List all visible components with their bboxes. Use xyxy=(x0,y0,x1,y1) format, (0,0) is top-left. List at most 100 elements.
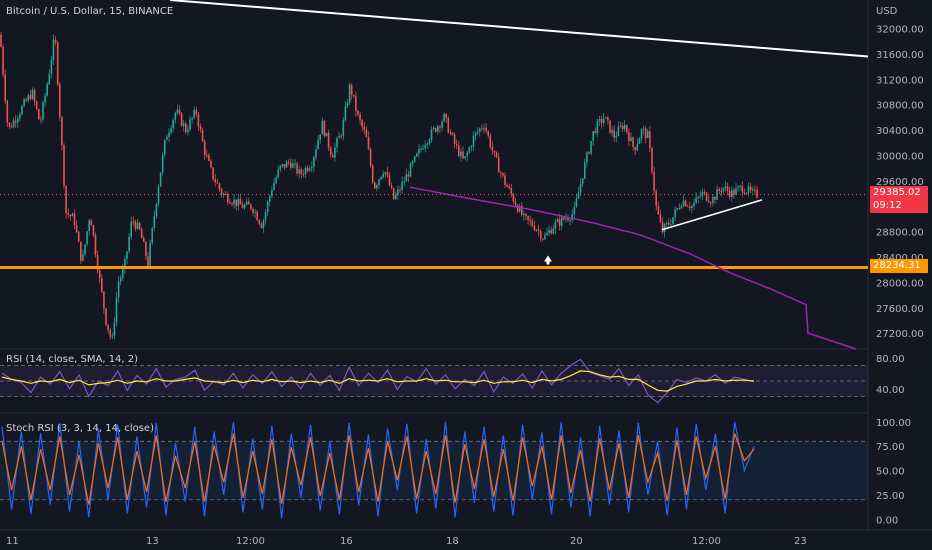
candle-body xyxy=(210,160,212,168)
candle-body xyxy=(422,148,424,150)
candle-body xyxy=(128,236,130,252)
candle-body xyxy=(170,128,172,133)
rsi-pane[interactable] xyxy=(0,358,868,404)
candle-body xyxy=(699,196,702,198)
candle-body xyxy=(122,269,124,278)
candle-body xyxy=(455,143,458,146)
candle-body xyxy=(512,194,515,202)
candle-body xyxy=(479,128,481,132)
candle-body xyxy=(653,171,655,191)
candle-body xyxy=(558,219,561,226)
candle-body xyxy=(413,156,416,162)
price-tick-label: 31600.00 xyxy=(876,50,924,61)
candle-body xyxy=(88,220,90,232)
candle-body xyxy=(542,238,544,240)
candle-body xyxy=(500,172,502,174)
candle-body xyxy=(476,131,479,133)
candle-body xyxy=(644,128,647,139)
candle-body xyxy=(96,254,99,271)
candle-body xyxy=(119,277,122,282)
candle-body xyxy=(153,216,156,229)
candle-body xyxy=(483,127,485,129)
candle-body xyxy=(705,192,708,201)
candle-body xyxy=(579,183,582,193)
candle-body xyxy=(592,131,594,142)
candle-body xyxy=(304,167,307,175)
candle-body xyxy=(647,131,649,139)
candle-body xyxy=(409,163,412,177)
candle-body xyxy=(458,145,460,156)
candle-body xyxy=(380,176,382,180)
candle-body xyxy=(287,161,290,163)
candle-body xyxy=(470,146,473,148)
candle-body xyxy=(518,206,521,212)
candle-body xyxy=(113,322,116,336)
candle-body xyxy=(10,126,13,128)
candle-body xyxy=(136,222,139,229)
candle-body xyxy=(107,324,109,331)
candle-body xyxy=(281,164,284,166)
candle-body xyxy=(149,243,151,267)
candle-body xyxy=(642,128,645,130)
curve-line[interactable] xyxy=(409,186,857,350)
price-tick-label: 27200.00 xyxy=(876,329,924,340)
candle-body xyxy=(157,186,160,204)
candle-body xyxy=(164,139,166,155)
candle-body xyxy=(23,99,25,107)
candle-body xyxy=(84,244,86,255)
candle-body xyxy=(138,222,141,230)
candle-body xyxy=(176,109,179,113)
candle-body xyxy=(216,182,219,184)
candle-body xyxy=(73,213,76,226)
candle-body xyxy=(661,222,664,233)
candle-body xyxy=(749,186,752,191)
candle-body xyxy=(628,132,630,142)
candle-body xyxy=(12,120,15,128)
price-tick-label: 27600.00 xyxy=(876,304,924,315)
rising-trend-line[interactable] xyxy=(661,199,763,231)
time-axis[interactable]: 11 13 12:00 16 18 20 12:00 23 xyxy=(6,536,807,547)
descending-trend-line[interactable] xyxy=(169,0,869,58)
candle-body xyxy=(449,132,452,134)
candle-body xyxy=(432,127,435,130)
candle-body xyxy=(689,206,691,209)
candle-body xyxy=(145,242,147,257)
candle-body xyxy=(739,185,741,187)
candle-body xyxy=(619,125,622,127)
candle-body xyxy=(392,188,395,200)
candle-body xyxy=(623,125,626,130)
candle-body xyxy=(44,95,46,103)
oscillator-tick-label: 80.00 xyxy=(876,354,905,365)
candle-body xyxy=(199,126,202,130)
candle-body xyxy=(453,134,456,144)
candle-body xyxy=(577,192,580,199)
stoch-rsi-pane[interactable] xyxy=(0,421,868,519)
candle-body xyxy=(329,147,332,156)
last-price-tag: 29385.02 xyxy=(870,186,928,200)
oscillator-series-line xyxy=(1,421,755,519)
candle-body xyxy=(434,127,437,132)
candle-body xyxy=(554,221,557,229)
price-pane[interactable] xyxy=(0,0,869,350)
candle-body xyxy=(682,200,685,206)
oscillator-tick-label: 0.00 xyxy=(876,515,898,526)
candle-body xyxy=(52,39,55,61)
candle-body xyxy=(233,199,235,205)
candle-body xyxy=(302,173,305,175)
candle-body xyxy=(678,208,681,210)
candle-body xyxy=(8,122,11,127)
candle-body xyxy=(728,190,731,197)
candle-body xyxy=(686,206,689,208)
candle-body xyxy=(294,163,296,165)
candle-body xyxy=(374,182,376,189)
candle-body xyxy=(439,126,441,128)
candle-body xyxy=(31,90,34,99)
candle-body xyxy=(529,219,531,222)
candle-body xyxy=(638,138,641,144)
candle-body xyxy=(403,181,405,183)
candle-body xyxy=(752,189,754,191)
candle-body xyxy=(411,161,414,164)
candle-body xyxy=(497,157,500,173)
